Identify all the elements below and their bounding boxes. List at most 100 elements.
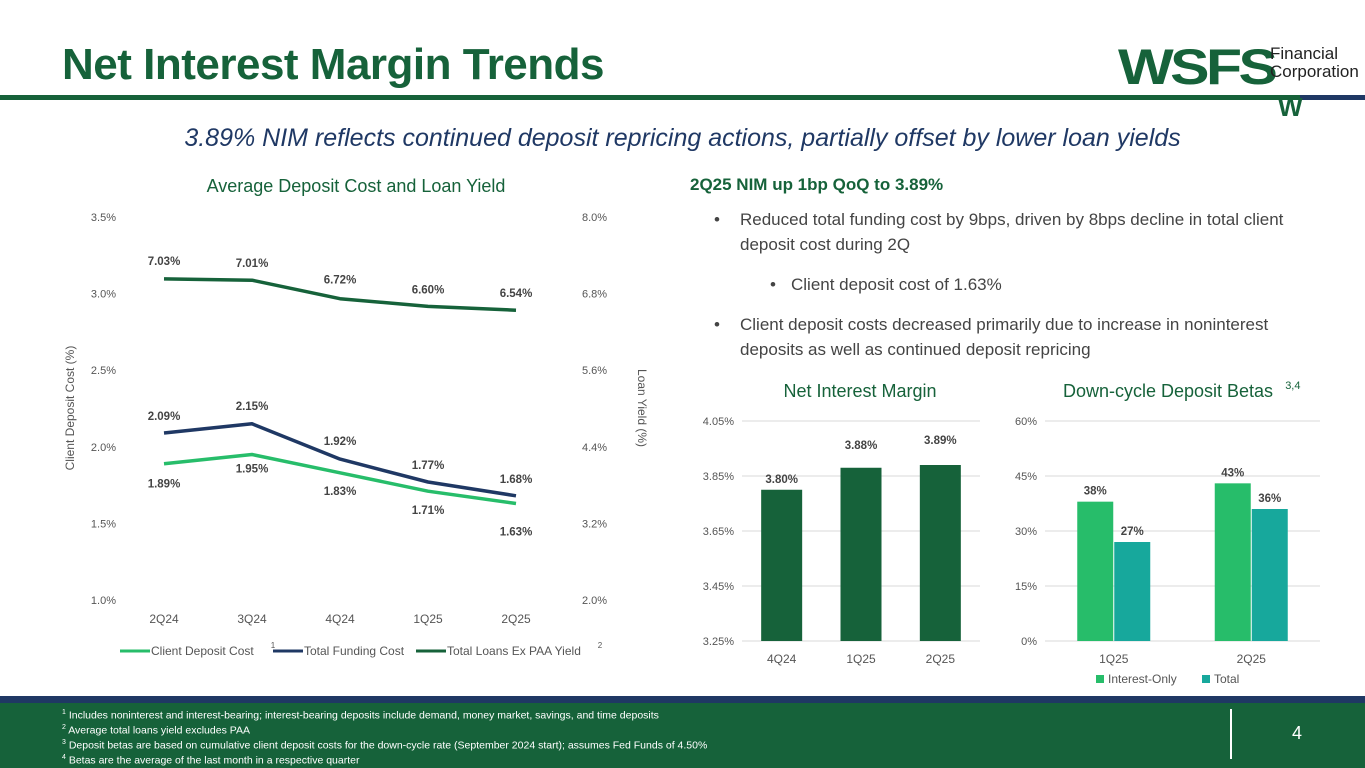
x-tick-label: 4Q24 [767,652,797,666]
x-tick-label: 1Q25 [413,612,443,626]
y-tick-label: 3.0% [91,289,116,301]
x-tick-label: 3Q24 [237,612,267,626]
data-label: 36% [1258,493,1281,505]
footnote-text: Includes noninterest and interest-bearin… [65,709,659,722]
footnote-marker: 2 [62,724,66,731]
page-number: 4 [1292,723,1303,743]
data-label: 3.89% [924,435,957,447]
y-tick-label: 4.05% [703,416,734,428]
y-tick-label: 2.0% [91,442,116,454]
bar [1251,509,1288,641]
x-tick-label: 4Q24 [325,612,355,626]
company-logo: WSFS Financial Corporation W [1118,39,1359,122]
y2-tick-label: 8.0% [582,212,607,224]
footnote-text: Deposit betas are based on cumulative cl… [65,739,708,752]
data-label: 1.92% [324,436,357,448]
chart-title: Down-cycle Deposit Betas [1063,381,1273,401]
y-tick-label: 30% [1015,526,1037,538]
data-label: 27% [1121,526,1144,538]
y2-tick-label: 2.0% [582,595,607,607]
title-rule [0,95,1365,100]
series-line [163,422,517,498]
commentary-sub-bullet: Client deposit cost of 1.63% [690,272,1310,297]
y-tick-label: 3.25% [703,636,734,648]
bar [1114,542,1151,641]
data-label: 1.77% [412,460,445,472]
data-label: 1.89% [148,479,181,491]
footnote-marker: 3 [62,739,66,746]
logo-line-2: Corporation [1270,62,1359,81]
y-tick-label: 3.5% [91,212,116,224]
y-tick-label: 3.85% [703,471,734,483]
data-label: 1.95% [236,463,269,475]
y-tick-label: 2.5% [91,365,116,377]
y-tick-label: 60% [1015,416,1037,428]
y-tick-label: 1.0% [91,595,116,607]
data-label: 6.60% [412,284,445,296]
data-label: 1.68% [500,474,533,486]
legend-swatch [1096,675,1104,683]
data-label: 7.01% [236,258,269,270]
footnote: 3 Deposit betas are based on cumulative … [62,739,707,752]
y-tick-label: 0% [1021,636,1037,648]
chart-title: Net Interest Margin [783,381,936,401]
legend-label: Total [1214,672,1239,686]
legend-sup: 1 [271,641,276,650]
x-tick-label: 1Q25 [1099,652,1129,666]
x-tick-label: 2Q25 [926,652,956,666]
y-axis-label: Client Deposit Cost (%) [63,346,77,471]
x-tick-label: 2Q25 [1237,652,1267,666]
page-title: Net Interest Margin Trends [62,40,605,89]
data-label: 2.09% [148,411,181,423]
legend-swatch [1202,675,1210,683]
x-tick-label: 2Q24 [149,612,179,626]
y2-tick-label: 6.8% [582,289,607,301]
title-rule-accent [1300,95,1365,100]
logo-wordmark: WSFS [1118,39,1278,95]
footnote: 1 Includes noninterest and interest-bear… [62,709,659,722]
legend-label: Total Funding Cost [304,644,405,658]
footnote: 4 Betas are the average of the last mont… [62,754,360,767]
footer-divider [1230,709,1232,759]
data-label: 43% [1221,467,1244,479]
data-label: 1.83% [324,486,357,498]
footer: 1 Includes noninterest and interest-bear… [0,703,1365,768]
chart-title-sup: 3,4 [1285,380,1300,392]
series-line [163,452,517,506]
data-label: 1.71% [412,505,445,517]
footnote-text: Average total loans yield excludes PAA [65,724,250,737]
y-tick-label: 3.65% [703,526,734,538]
legend-label: Client Deposit Cost [151,644,254,658]
commentary-panel: 2Q25 NIM up 1bp QoQ to 3.89% Reduced tot… [690,175,1310,377]
y2-tick-label: 4.4% [582,442,607,454]
legend-label: Total Loans Ex PAA Yield [447,644,581,658]
net-interest-margin-chart: Net Interest Margin 3.25% 3.45% 3.65% 3.85% 4… [703,381,980,666]
x-tick-label: 1Q25 [846,652,876,666]
legend-label: Interest-Only [1108,672,1177,686]
deposit-betas-chart: Down-cycle Deposit Betas 3,4 0% 15% 30% 45% 60… [1015,380,1320,686]
data-label: 6.72% [324,275,357,287]
y-tick-label: 15% [1015,581,1037,593]
data-label: 3.80% [765,474,798,486]
page-subtitle: 3.89% NIM reflects continued deposit rep… [184,124,1181,152]
legend-sup: 2 [598,641,603,650]
data-label: 6.54% [500,288,533,300]
y2-axis-label: Loan Yield (%) [635,369,649,447]
data-label: 2.15% [236,401,269,413]
y2-tick-label: 3.2% [582,518,607,530]
x-tick-label: 2Q25 [501,612,531,626]
footnote-marker: 4 [62,754,66,761]
commentary-bullet: Reduced total funding cost by 9bps, driv… [690,207,1310,257]
y-tick-label: 45% [1015,471,1037,483]
logo-line-1: Financial [1270,44,1339,63]
chart-title: Average Deposit Cost and Loan Yield [207,176,506,196]
footnote: 2 Average total loans yield excludes PAA [62,724,250,737]
commentary-heading: 2Q25 NIM up 1bp QoQ to 3.89% [690,175,944,194]
y-tick-label: 1.5% [91,518,116,530]
y2-tick-label: 5.6% [582,365,607,377]
series-line [163,277,517,312]
footnote-text: Betas are the average of the last month … [65,754,360,767]
data-label: 3.88% [845,440,878,452]
y-tick-label: 3.45% [703,581,734,593]
bar [840,467,882,641]
